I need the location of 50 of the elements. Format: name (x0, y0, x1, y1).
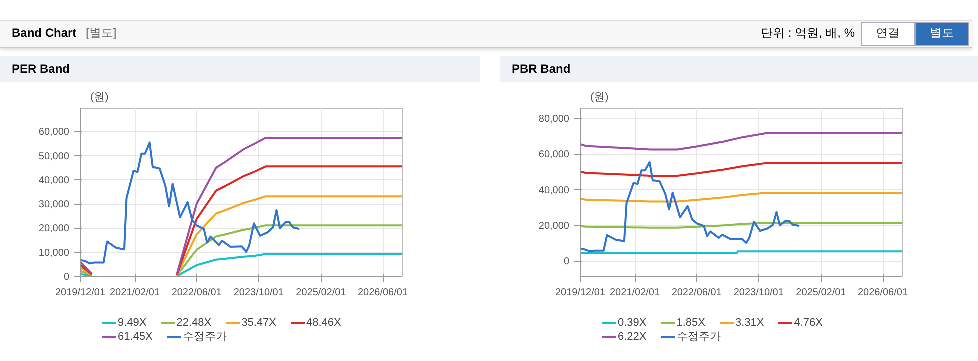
line-series (580, 162, 902, 177)
x-tick-label: 2021/02/01 (110, 288, 160, 298)
y-tick-label: 40,000 (538, 185, 570, 196)
x-tick-label: 2019/12/01 (55, 288, 106, 298)
legend-label: 1.85X (676, 317, 706, 329)
legend-label: 61.45X (118, 330, 153, 342)
y-tick-label: 0 (564, 256, 570, 268)
x-tick-label: 2021/02/01 (610, 288, 660, 298)
legend-label: 0.39X (618, 317, 647, 329)
legend-label: 수정주가 (676, 330, 721, 344)
legend-label: 6.22X (618, 330, 647, 342)
x-tick-label: 2019/12/01 (555, 288, 606, 298)
x-tick-label: 2026/06/01 (858, 288, 908, 298)
y-tick-label: 10,000 (38, 248, 70, 259)
y-axis-title: (원) (90, 92, 109, 104)
y-axis-title: (원) (590, 92, 609, 104)
x-tick-label: 2025/02/01 (296, 288, 347, 298)
y-tick-label: 60,000 (38, 127, 70, 138)
text: 연결 (861, 22, 915, 46)
y-tick-label: 20,000 (538, 220, 570, 232)
y-tick-label: 60,000 (538, 150, 570, 161)
legend-label: 수정주가 (182, 330, 227, 344)
legend-label: 48.46X (306, 317, 342, 329)
y-tick-label: 40,000 (38, 175, 70, 186)
y-tick-label: 80,000 (538, 114, 570, 126)
y-tick-label: 30,000 (38, 200, 70, 211)
text: Band Chart (12, 26, 77, 40)
x-tick-label: 2022/06/01 (672, 288, 722, 298)
line-series (580, 192, 902, 203)
text: 별도 (915, 22, 969, 46)
text: 단위 : 억원, 배, % (760, 26, 855, 40)
x-tick-label: 2023/10/01 (234, 288, 284, 298)
line-series (580, 132, 902, 151)
legend-label: 4.76X (794, 317, 823, 329)
chart-title: PBR Band (500, 56, 978, 82)
x-tick-label: 2022/06/01 (172, 288, 222, 298)
legend-label: 22.48X (176, 317, 212, 329)
y-tick-label: 50,000 (38, 151, 70, 162)
x-tick-label: 2023/10/01 (734, 288, 784, 298)
legend-label: 35.47X (242, 317, 276, 329)
legend-label: 9.49X (118, 317, 147, 329)
line-series (80, 142, 301, 265)
chart-title: PER Band (0, 56, 480, 82)
x-tick-label: 2026/06/01 (358, 288, 408, 298)
y-tick-label: 0 (64, 272, 70, 283)
y-tick-label: 20,000 (38, 224, 70, 235)
legend-label: 3.31X (736, 317, 764, 329)
text: [별도] (86, 26, 117, 40)
line-series (580, 161, 801, 253)
x-tick-label: 2025/02/01 (796, 288, 847, 298)
